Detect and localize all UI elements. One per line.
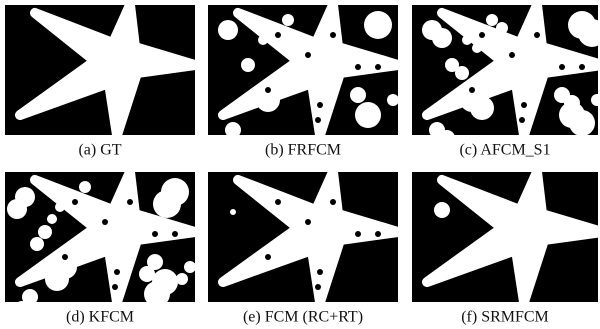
caption: (f) SRMFCM xyxy=(461,309,549,326)
panel-image xyxy=(208,5,399,138)
caption: (e) FCM (RC+RT) xyxy=(243,309,363,326)
panel-image xyxy=(208,172,398,302)
figure: (a) GT (b) FRFCM (c) AFCM_S1 (d) KFCM (e… xyxy=(0,0,600,329)
caption: (d) KFCM xyxy=(66,309,134,326)
panel-image xyxy=(5,5,195,135)
panel-image xyxy=(5,172,196,317)
caption: (c) AFCM_S1 xyxy=(459,142,550,159)
caption: (b) FRFCM xyxy=(265,142,341,159)
caption: (a) GT xyxy=(78,142,121,159)
panel-image xyxy=(412,172,600,302)
panel-image xyxy=(412,5,600,146)
